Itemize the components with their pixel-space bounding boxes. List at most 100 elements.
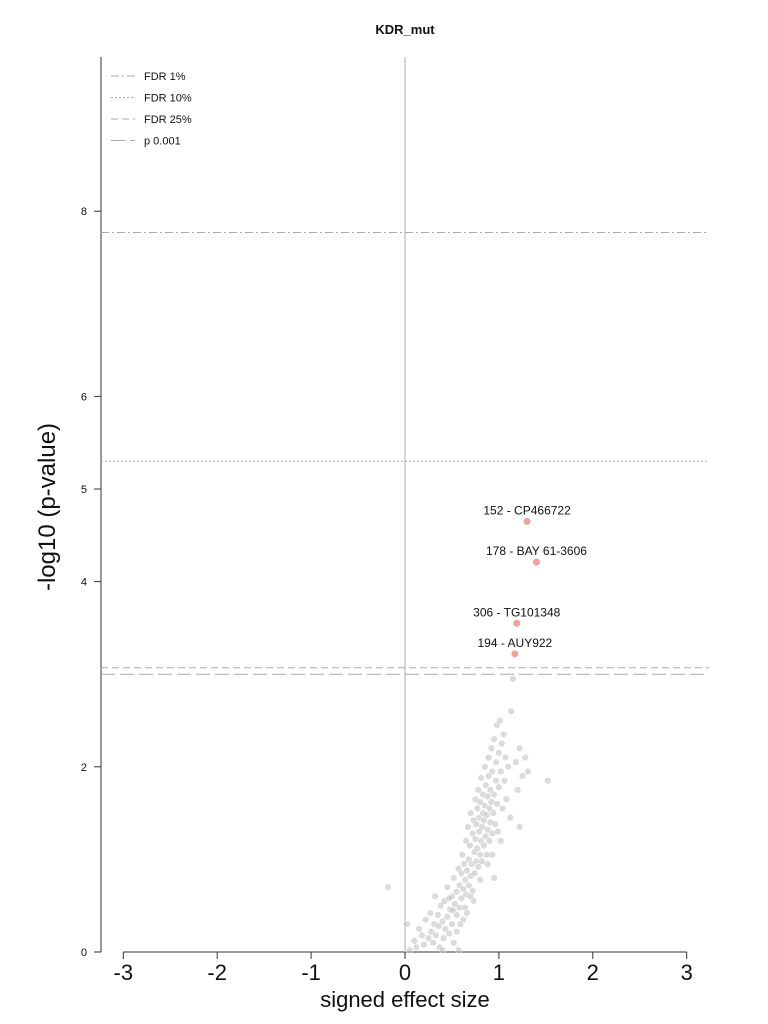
y-tick-label: 4 [81,577,87,589]
data-point [494,828,502,836]
data-point [502,795,510,803]
data-point [453,888,461,896]
data-point [478,823,486,831]
y-axis-label: -log10 (p-value) [34,423,61,591]
data-point [480,841,488,850]
highlighted-point [513,619,521,627]
data-point [497,767,505,775]
data-point [482,781,490,789]
data-point [462,837,470,845]
point-label: 194 - AUY922 [478,636,553,650]
data-point [476,798,484,806]
data-point [456,920,464,928]
data-point [445,894,453,902]
point-label: 152 - CP466722 [483,503,571,517]
data-point [500,777,509,785]
data-point [499,804,507,813]
data-point [457,869,465,877]
data-point [454,946,463,954]
data-points [384,675,552,954]
data-point [403,920,411,928]
data-point [439,946,447,954]
y-tick-label: 8 [81,206,87,218]
data-point [492,758,500,766]
highlighted-points: 152 - CP466722 178 - BAY 61-3606 306 - TG1… [473,503,587,658]
data-point [496,716,504,725]
data-point [472,820,480,828]
data-point [476,851,484,859]
chart-title: KDR_mut [375,22,435,37]
x-tick-label: 2 [587,960,599,985]
data-point [465,881,473,889]
data-point [448,920,456,928]
data-point [424,934,433,942]
data-point [492,777,500,785]
legend-label: FDR 25% [144,114,192,126]
data-point [490,735,498,743]
data-point [500,730,508,738]
data-point [490,791,498,799]
data-point [483,811,491,819]
data-point [516,823,524,831]
highlighted-point [523,517,531,525]
data-point [439,934,448,942]
data-point [482,832,490,840]
data-point [432,931,440,939]
data-point [484,860,492,868]
data-point [476,876,484,884]
data-point [435,922,443,930]
data-point [463,909,471,917]
data-point [384,883,392,891]
data-point [501,753,510,762]
axes: 0 2 4 5 6 8 -3 -2 -1 0 1 2 3 [81,57,693,985]
data-point [493,800,501,808]
legend-label: p 0.001 [144,136,181,148]
data-point [498,740,506,748]
data-point [518,772,526,780]
x-tick-label: 0 [399,960,411,985]
legend-label: FDR 1% [144,71,186,83]
data-point [495,783,503,791]
data-point [460,860,468,868]
data-point [443,883,451,891]
data-point [478,857,486,865]
data-point [473,844,481,852]
data-point [466,841,474,850]
data-point [464,823,472,831]
x-tick-label: 1 [493,960,505,985]
data-point [481,763,489,771]
data-point [459,885,467,893]
data-point [434,911,442,919]
data-point [458,851,466,859]
data-point [487,744,495,752]
x-tick-label: -3 [114,960,134,985]
data-point [521,753,529,762]
y-tick-label: 2 [81,762,87,774]
data-point [514,786,522,794]
data-point [420,941,428,949]
data-point [412,943,420,951]
data-point [450,939,458,947]
point-label: 178 - BAY 61-3606 [486,544,587,558]
data-point [443,913,451,921]
data-point [486,786,494,794]
data-point [490,874,498,882]
threshold-lines [101,231,709,675]
data-point [467,809,475,817]
highlighted-point [511,650,519,658]
data-point [524,767,532,775]
data-point [461,876,469,884]
point-label: 306 - TG101348 [473,605,561,619]
data-point [453,928,461,936]
data-point [450,874,458,882]
data-point [507,707,515,715]
data-point [422,916,430,924]
data-point [451,900,459,908]
data-point [506,814,514,822]
data-point [449,906,457,914]
legend: FDR 1% FDR 10% FDR 25% p 0.001 [111,71,192,148]
data-point [439,917,447,925]
data-point [495,749,503,757]
data-point [491,820,499,828]
data-point [474,786,482,794]
